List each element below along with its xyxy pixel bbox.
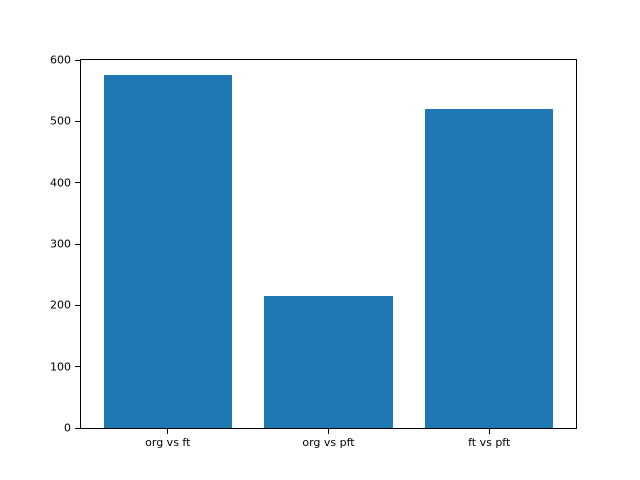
y-tick-label: 300	[50, 237, 71, 251]
y-tick-mark	[75, 120, 80, 122]
bar-ft-vs-pft	[424, 109, 554, 428]
y-tick-label: 100	[50, 360, 71, 374]
x-tick-mark	[328, 429, 329, 434]
x-tick-mark	[488, 429, 490, 434]
bar-org-vs-pft	[264, 296, 393, 428]
x-tick-label: org vs ft	[145, 436, 191, 449]
y-tick-mark	[75, 59, 80, 61]
y-tick-label: 400	[50, 176, 71, 190]
y-tick-mark	[75, 427, 80, 429]
y-tick-label: 500	[50, 114, 71, 128]
bar-org-vs-ft	[103, 75, 233, 428]
plot-area: 0 100 200 300 400 500 600 org vs ft org vs pft ft…	[50, 55, 577, 448]
y-tick-label: 600	[50, 53, 71, 67]
y-tick-label: 200	[50, 298, 71, 312]
y-tick-mark	[75, 304, 80, 306]
y-tick-mark	[75, 182, 80, 184]
x-tick-label: ft vs pft	[468, 436, 511, 449]
y-tick-mark	[75, 366, 80, 368]
y-tick-mark	[75, 243, 80, 245]
y-tick-label: 0	[64, 421, 71, 435]
x-tick-mark	[167, 429, 169, 434]
x-tick-label: org vs pft	[302, 436, 355, 449]
